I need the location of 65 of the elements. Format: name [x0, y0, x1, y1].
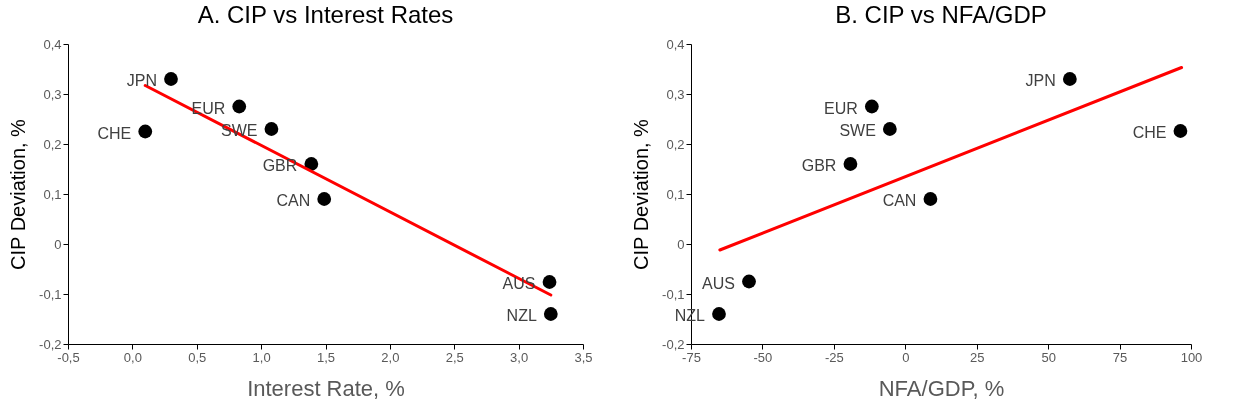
- y-tick-label: 0,1: [43, 186, 62, 202]
- y-tick-label: -0,2: [662, 336, 685, 352]
- point: [742, 274, 756, 289]
- y-tick-label: 0: [677, 236, 685, 252]
- x-axis-title: Interest Rate, %: [247, 375, 405, 401]
- x-tick-label: 2,0: [381, 349, 400, 365]
- point: [138, 124, 153, 139]
- annotation: CHE: [97, 124, 132, 142]
- y-tick-label: 0,2: [43, 136, 62, 152]
- chart-title: B. CIP vs NFA/GDP: [835, 1, 1047, 28]
- y-axis-title: CIP Deviation, %: [630, 118, 653, 270]
- point: [542, 275, 557, 289]
- point: [1062, 72, 1077, 86]
- y-tick-label: -0,1: [662, 286, 685, 302]
- point: [923, 192, 938, 206]
- point: [864, 99, 879, 114]
- y-tick-label: 0,4: [666, 36, 685, 52]
- x-tick-label: 3,5: [574, 349, 593, 365]
- x-tick-label: 1,0: [252, 349, 271, 365]
- annotation: CAN: [882, 192, 917, 209]
- point: [317, 192, 332, 206]
- point: [543, 307, 558, 321]
- x-tick-label: -75: [682, 349, 701, 365]
- x-tick-label: 1,5: [316, 349, 336, 365]
- x-tick-label: -0,5: [57, 349, 80, 365]
- point: [1173, 124, 1188, 138]
- x-tick-label: 50: [1041, 349, 1056, 365]
- chart-title: A. CIP vs Interest Rates: [197, 1, 454, 28]
- x-tick-label: 3,0: [510, 349, 529, 365]
- x-axis-title: NFA/GDP, %: [878, 375, 1005, 401]
- y-tick-label: -0,1: [39, 286, 62, 302]
- y-tick-label: 0: [54, 236, 62, 252]
- annotation: JPN: [1025, 72, 1056, 89]
- annotation: SWE: [839, 122, 876, 139]
- x-tick-label: 0,5: [188, 349, 207, 365]
- x-tick-label: 2,5: [445, 349, 464, 365]
- x-tick-label: 100: [1180, 349, 1203, 365]
- point: [264, 122, 279, 136]
- x-tick-label: 75: [1112, 349, 1128, 365]
- annotation: CAN: [276, 192, 311, 209]
- point: [164, 72, 178, 86]
- y-tick-label: 0,1: [666, 186, 685, 202]
- annotation: GBR: [801, 157, 837, 174]
- annotation: EUR: [824, 99, 858, 117]
- y-tick-label: 0,4: [43, 36, 62, 52]
- annotation: JPN: [126, 72, 157, 89]
- x-tick-label: 0: [902, 349, 910, 365]
- annotation: NZL: [506, 307, 537, 324]
- annotation: GBR: [262, 157, 298, 174]
- annotation: AUS: [702, 274, 735, 292]
- y-tick-label: 0,3: [666, 86, 685, 102]
- point: [232, 99, 247, 114]
- annotation: EUR: [191, 99, 226, 117]
- x-tick-label: 0,0: [123, 349, 142, 365]
- y-tick-label: 0,2: [666, 136, 685, 152]
- point: [882, 122, 897, 136]
- point: [712, 307, 726, 321]
- y-tick-label: -0,2: [39, 336, 62, 352]
- y-tick-label: 0,3: [43, 86, 62, 102]
- x-tick-label: 25: [969, 349, 985, 365]
- x-tick-label: -25: [824, 349, 844, 365]
- y-axis-title: CIP Deviation, %: [7, 118, 30, 270]
- annotation: CHE: [1132, 124, 1167, 141]
- x-tick-label: -50: [753, 349, 773, 365]
- point: [843, 157, 858, 171]
